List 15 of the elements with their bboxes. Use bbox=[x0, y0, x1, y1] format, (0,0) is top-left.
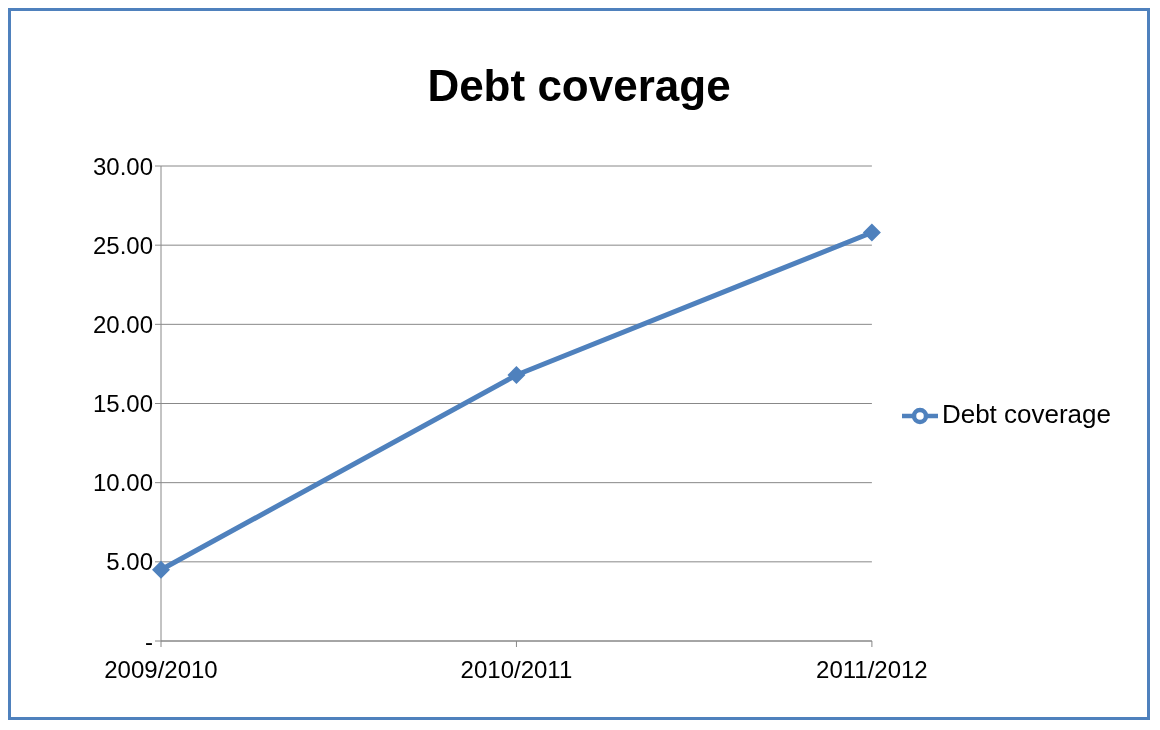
x-tick-label: 2011/2012 bbox=[816, 656, 928, 684]
legend-label: Debt coverage bbox=[941, 398, 1111, 429]
point bbox=[862, 223, 881, 242]
x-tick-label: 2010/2011 bbox=[460, 656, 573, 684]
y-tick-label: 30.00 bbox=[92, 152, 153, 180]
y-tick-label: 10.00 bbox=[92, 469, 153, 497]
y-tick-label: 25.00 bbox=[92, 231, 153, 259]
y-tick-label: 5.00 bbox=[106, 548, 153, 576]
point bbox=[507, 366, 526, 384]
y-tick-label: 15.00 bbox=[92, 390, 153, 418]
point bbox=[152, 560, 170, 579]
x-tick-label: 2009/2010 bbox=[104, 656, 218, 684]
chart-title: Debt coverage bbox=[426, 60, 732, 112]
y-tick-label: 20.00 bbox=[92, 310, 153, 338]
y-tick-label: - bbox=[145, 627, 153, 655]
